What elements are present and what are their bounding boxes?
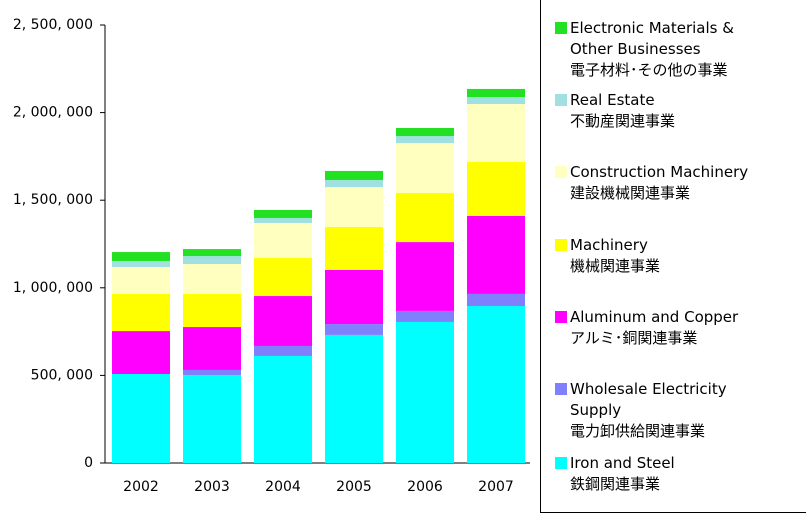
legend-swatch — [555, 94, 567, 106]
y-tick-label: 1, 500, 000 — [13, 192, 93, 208]
bar-segment — [254, 355, 312, 463]
bar-segment — [396, 143, 454, 194]
bar-segment — [396, 128, 454, 137]
x-tick-label: 2007 — [478, 479, 514, 495]
bar-segment — [112, 266, 170, 294]
bar-segment — [325, 170, 383, 181]
bar-segment — [254, 345, 312, 356]
bar-segment — [396, 321, 454, 463]
bar-segment — [112, 293, 170, 332]
y-tick-label: 1, 000, 000 — [13, 280, 93, 296]
bar-segment — [112, 331, 170, 374]
legend-item: Electronic Materials & Other Businesses … — [555, 18, 734, 81]
legend-label: Aluminum and Copper アルミ･銅関連事業 — [570, 308, 739, 347]
bar-segment — [112, 260, 170, 267]
y-tick-label: 2, 000, 000 — [13, 105, 93, 121]
legend-swatch — [555, 166, 567, 178]
bar-segment — [396, 242, 454, 311]
legend-swatch — [555, 383, 567, 395]
bar-segment — [396, 310, 454, 322]
bar-segment — [396, 193, 454, 243]
bar-segment — [467, 306, 525, 463]
legend-label: Construction Machinery 建設機械関連事業 — [570, 163, 749, 202]
x-tick-label: 2004 — [265, 479, 301, 495]
y-tick-label: 2, 500, 000 — [13, 17, 93, 33]
legend-item: Iron and Steel 鉄鋼関連事業 — [555, 453, 675, 495]
x-tick-label: 2006 — [407, 479, 443, 495]
bar-segment — [183, 293, 241, 328]
legend-label: Electronic Materials & Other Businesses … — [570, 19, 734, 79]
legend-item: Construction Machinery 建設機械関連事業 — [555, 162, 748, 204]
bar-segment — [254, 218, 312, 223]
bar-segment — [467, 97, 525, 105]
legend-label: Iron and Steel 鉄鋼関連事業 — [570, 454, 675, 493]
bar-segment — [254, 210, 312, 219]
bar-segment — [254, 296, 312, 346]
legend-item: Wholesale Electricity Supply 電力卸供給関連事業 — [555, 379, 727, 442]
x-tick-label: 2002 — [123, 479, 159, 495]
bar-segment — [467, 88, 525, 98]
bar-segment — [325, 180, 383, 188]
bar-segment — [325, 324, 383, 335]
legend-item: Machinery 機械関連事業 — [555, 235, 660, 277]
bar-segment — [467, 215, 525, 294]
legend: Electronic Materials & Other Businesses … — [540, 0, 806, 513]
bar-segment — [325, 187, 383, 228]
x-tick-label: 2003 — [194, 479, 230, 495]
bar-segment — [112, 252, 170, 261]
bar-segment — [183, 249, 241, 257]
legend-label: Machinery 機械関連事業 — [570, 236, 661, 275]
y-tick-label: 0 — [84, 455, 93, 471]
legend-swatch — [555, 311, 567, 323]
bar-segment — [396, 136, 454, 144]
legend-label: Wholesale Electricity Supply 電力卸供給関連事業 — [570, 380, 727, 440]
bar-segment — [467, 162, 525, 216]
legend-item: Aluminum and Copper アルミ･銅関連事業 — [555, 307, 738, 349]
bar-segment — [183, 256, 241, 264]
plot: 0 500, 000 1, 000, 000 1, 500, 000 2, 000, 0… — [13, 17, 530, 495]
bar-segment — [254, 222, 312, 259]
bar-segment — [112, 373, 170, 463]
legend-label: Real Estate 不動産関連事業 — [570, 91, 676, 130]
bar-segment — [183, 375, 241, 463]
bar-segment — [467, 104, 525, 163]
bar-segment — [183, 263, 241, 294]
y-tick-label: 500, 000 — [31, 367, 93, 383]
legend-swatch — [555, 239, 567, 251]
bar-segment — [325, 269, 383, 325]
bar-segment — [325, 227, 383, 270]
legend-item: Real Estate 不動産関連事業 — [555, 90, 675, 132]
x-tick-label: 2005 — [336, 479, 372, 495]
bar-segment — [183, 327, 241, 370]
legend-swatch — [555, 457, 567, 469]
bar-segment — [467, 293, 525, 307]
bar-segment — [325, 334, 383, 463]
legend-swatch — [555, 22, 567, 34]
bar-segment — [183, 369, 241, 376]
bar-segment — [254, 258, 312, 297]
